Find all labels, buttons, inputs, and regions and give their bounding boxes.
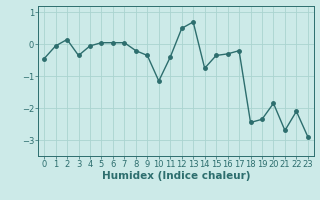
X-axis label: Humidex (Indice chaleur): Humidex (Indice chaleur)	[102, 171, 250, 181]
